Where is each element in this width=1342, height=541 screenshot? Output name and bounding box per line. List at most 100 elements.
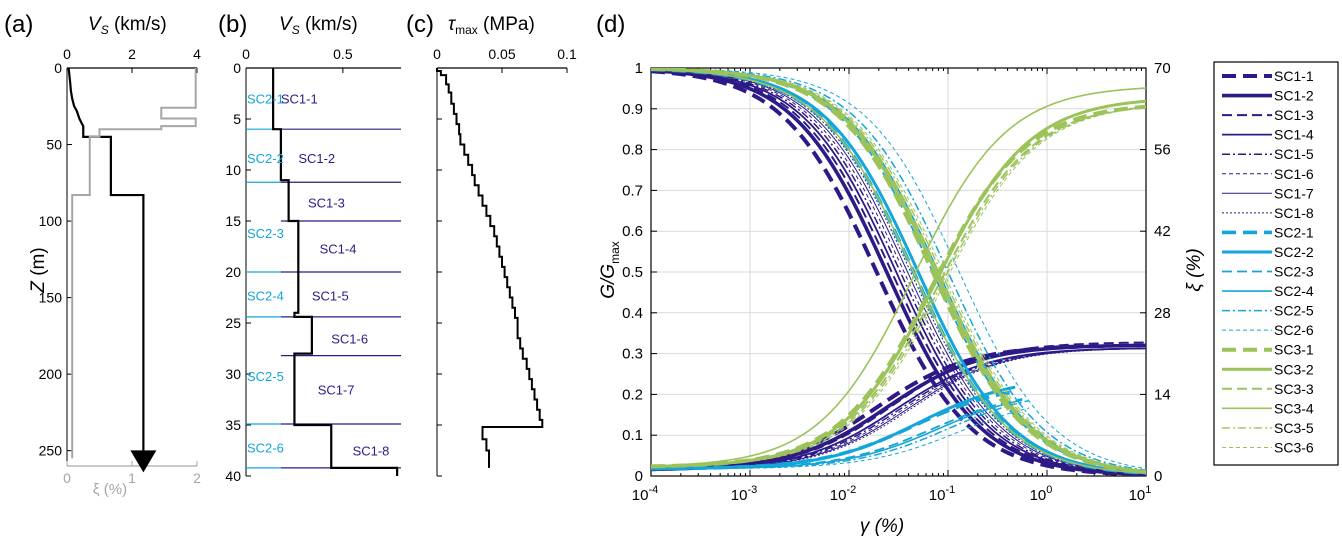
y-tick-label: 5 <box>233 111 241 127</box>
y2-tick-label: 14 <box>1154 386 1171 403</box>
x-tick-label: 10-2 <box>830 484 856 504</box>
y-tick-label: 1 <box>635 60 643 77</box>
panel-a-bottom-axis-label: ξ (%) <box>93 481 127 498</box>
damping-curve-SC2-5 <box>651 399 1030 470</box>
y-tick-label: 15 <box>225 213 241 229</box>
panel-label-c: (c) <box>406 11 434 38</box>
downward-arrow <box>130 450 157 473</box>
legend-label: SC2-3 <box>1274 264 1314 280</box>
panel-a-top-axis-label: VS (km/s) <box>88 14 167 37</box>
sc1-layer-label: SC1-6 <box>331 331 368 346</box>
legend-label: SC1-2 <box>1274 88 1314 104</box>
modulus-curve-SC2-6 <box>651 68 1146 470</box>
damping-curve-SC3-1 <box>651 104 1146 469</box>
panel-d: 10-4 10-3 10-2 10-1 100 10100.10.20.30.40.50.… <box>622 60 1171 504</box>
panel-c-top-axis-label: τmax (MPa) <box>448 14 535 37</box>
x-tick-label: 100 <box>1030 484 1053 504</box>
legend-label: SC3-4 <box>1274 400 1314 416</box>
legend-label: SC1-1 <box>1274 68 1314 84</box>
panel-d-y2label: ξ (%) <box>1184 248 1205 291</box>
top-tick-label: 0 <box>242 46 250 62</box>
y2-tick-label: 56 <box>1154 142 1171 159</box>
sc2-layer-label: SC2-3 <box>247 226 284 241</box>
bottom-tick-label: 2 <box>193 470 201 486</box>
x-tick-label: 10-4 <box>632 484 658 504</box>
modulus-curve-SC3-4 <box>651 68 1146 474</box>
legend-label: SC1-3 <box>1274 107 1314 123</box>
damping-curve-SC1-3 <box>651 341 1146 471</box>
top-tick-label: 0.1 <box>557 46 577 62</box>
modulus-curve-SC1-2 <box>651 68 1146 476</box>
panel-b-top-axis-label: VS (km/s) <box>279 14 358 37</box>
modulus-curve-SC1-5 <box>651 69 1146 475</box>
y-tick-label: 0.7 <box>622 182 643 199</box>
modulus-curve-SC1-8 <box>651 69 1146 474</box>
damping-curve-SC2-6 <box>651 407 1030 470</box>
y2-tick-label: 28 <box>1154 305 1171 322</box>
top-tick-label: 2 <box>128 46 136 62</box>
tau-max-profile-line <box>436 68 544 468</box>
y-tick-label: 0 <box>635 468 643 485</box>
legend-label: SC2-4 <box>1274 283 1314 299</box>
vs-profile-line <box>67 67 145 459</box>
y-tick-label: 0.5 <box>622 264 643 281</box>
damping-curve-SC3-6 <box>651 107 1146 468</box>
y-tick-label: 250 <box>39 443 63 459</box>
panel-a-ylabel: Z (m) <box>28 247 49 293</box>
legend-label: SC1-5 <box>1274 146 1314 162</box>
legend-label: SC1-6 <box>1274 166 1314 182</box>
legend-label: SC2-2 <box>1274 244 1314 260</box>
sc1-layer-label: SC1-8 <box>353 444 390 459</box>
y-tick-label: 40 <box>225 468 241 484</box>
x-tick-label: 101 <box>1129 484 1152 504</box>
sc1-layer-label: SC1-7 <box>318 382 355 397</box>
y-tick-label: 0.4 <box>622 305 643 322</box>
panel-label-a: (a) <box>4 11 33 38</box>
legend-label: SC3-3 <box>1274 381 1314 397</box>
y-tick-label: 0.3 <box>622 346 643 363</box>
y-tick-label: 100 <box>39 213 63 229</box>
sc2-layer-label: SC2-4 <box>247 288 284 303</box>
legend-label: SC3-6 <box>1274 439 1314 455</box>
curves <box>651 68 1146 476</box>
modulus-curve-SC1-3 <box>651 69 1146 476</box>
sc2-layer-label: SC2-2 <box>247 151 284 166</box>
legend-label: SC2-6 <box>1274 322 1314 338</box>
y-tick-label: 0.9 <box>622 101 643 118</box>
y-tick-label: 0 <box>233 60 241 76</box>
top-tick-label: 0 <box>433 46 441 62</box>
y-tick-label: 150 <box>39 290 63 306</box>
modulus-curve-SC1-4 <box>651 69 1146 475</box>
vs-profile-line <box>272 68 399 476</box>
modulus-curve-SC2-3 <box>651 68 1146 473</box>
bottom-tick-label: 0 <box>63 470 71 486</box>
y-tick-label: 35 <box>225 417 241 433</box>
legend-label: SC2-5 <box>1274 303 1314 319</box>
sc1-layer-label: SC1-2 <box>298 151 335 166</box>
y-tick-label: 0.1 <box>622 427 643 444</box>
y2-tick-label: 42 <box>1154 223 1171 240</box>
damping-curve-SC3-5 <box>651 106 1146 468</box>
legend-label: SC2-1 <box>1274 224 1314 240</box>
y-tick-label: 25 <box>225 315 241 331</box>
panel-c: 0 0.05 0.1 <box>433 46 577 477</box>
legend-label: SC3-2 <box>1274 361 1314 377</box>
sc1-layer-label: SC1-5 <box>312 288 349 303</box>
top-tick-label: 4 <box>193 46 201 62</box>
legend-label: SC3-1 <box>1274 342 1314 358</box>
panel-b: 0 0.5 0 5 10 15 20 25 30 35 40 SC1-1 SC1-2 SC1-3 SC1-4… <box>225 46 401 484</box>
x-tick-label: 10-3 <box>731 484 757 504</box>
legend-label: SC1-8 <box>1274 205 1314 221</box>
top-tick-label: 0 <box>63 46 71 62</box>
modulus-curve-SC3-6 <box>651 68 1146 472</box>
modulus-curve-SC1-6 <box>651 69 1146 475</box>
panel-d-xlabel: γ (%) <box>860 516 904 537</box>
sc1-layer-label: SC1-3 <box>308 196 345 211</box>
panel-a: 0 2 4 0 1 2 0 50 100 150 200 250 <box>39 46 201 486</box>
panel-label-b: (b) <box>218 11 247 38</box>
top-tick-label: 0.05 <box>488 46 515 62</box>
sc2-layer-label: SC2-1 <box>247 92 284 107</box>
y2-tick-label: 0 <box>1154 468 1162 485</box>
x-tick-label: 10-1 <box>929 484 955 504</box>
y-tick-label: 50 <box>46 137 62 153</box>
